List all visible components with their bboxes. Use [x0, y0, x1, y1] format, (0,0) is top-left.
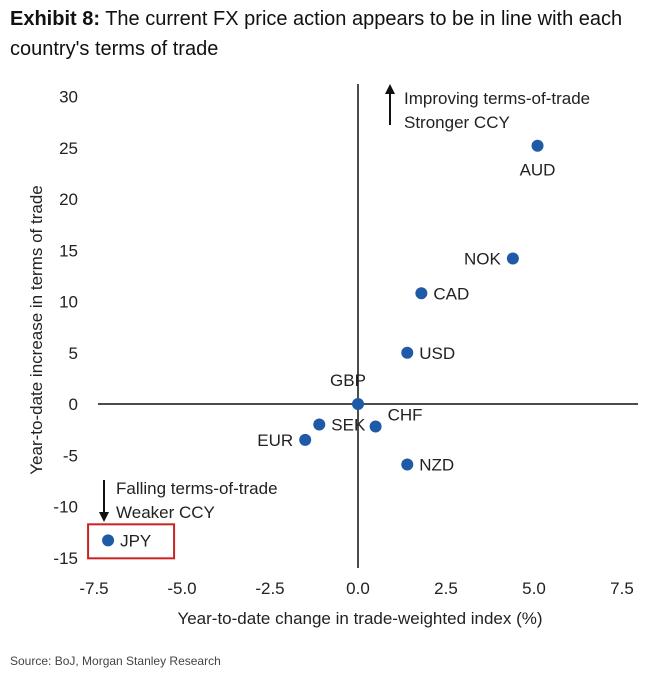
data-point-jpy	[102, 534, 115, 547]
x-tick-label: -2.5	[255, 579, 284, 598]
data-point-nok	[506, 252, 519, 265]
x-axis-label: Year-to-date change in trade-weighted in…	[177, 609, 542, 628]
point-label-aud: AUD	[520, 161, 556, 180]
point-label-cad: CAD	[433, 284, 469, 303]
falling-line-2: Weaker CCY	[116, 503, 215, 522]
y-tick-labels: 30 25 20 15 10 5 0 -5 -10 -15	[53, 88, 78, 568]
y-tick-label: 5	[69, 344, 78, 363]
data-point-eur	[299, 433, 312, 446]
improving-annotation: Improving terms-of-trade Stronger CCY	[385, 84, 590, 132]
point-label-chf: CHF	[388, 406, 423, 425]
chart-title: Exhibit 8: The current FX price action a…	[10, 4, 650, 64]
exhibit-label: Exhibit 8:	[10, 8, 101, 30]
x-tick-label: -7.5	[79, 579, 108, 598]
data-point-sek	[313, 418, 326, 431]
y-tick-label: 15	[59, 241, 78, 260]
x-tick-label: 2.5	[434, 579, 458, 598]
point-label-nok: NOK	[464, 249, 502, 268]
improving-line-1: Improving terms-of-trade	[404, 89, 590, 108]
source-note: Source: BoJ, Morgan Stanley Research	[10, 654, 221, 668]
y-tick-label: -5	[63, 446, 78, 465]
falling-line-1: Falling terms-of-trade	[116, 479, 278, 498]
y-tick-label: -15	[53, 549, 78, 568]
scatter-chart: 30 25 20 15 10 5 0 -5 -10 -15 -7.5 -5.0 -2.5 0.0 2.5 5…	[27, 84, 638, 628]
exhibit-title-text: The current FX price action appears to b…	[10, 8, 623, 60]
point-label-usd: USD	[419, 344, 455, 363]
y-tick-label: 30	[59, 88, 78, 107]
y-tick-label: -10	[53, 498, 78, 517]
y-tick-label: 20	[59, 190, 78, 209]
data-points: AUD NOK CAD USD GBP CHF SEK EUR NZD JPY	[87, 139, 556, 560]
data-point-gbp	[352, 398, 364, 410]
up-arrowhead-icon	[385, 84, 395, 94]
x-tick-label: 0.0	[346, 579, 370, 598]
falling-annotation: Falling terms-of-trade Weaker CCY	[99, 479, 278, 522]
point-label-gbp: GBP	[330, 371, 366, 390]
point-label-sek: SEK	[331, 416, 366, 435]
data-point-chf	[369, 420, 382, 433]
improving-line-2: Stronger CCY	[404, 113, 510, 132]
x-tick-label: -5.0	[167, 579, 196, 598]
y-tick-label: 25	[59, 139, 78, 158]
data-point-aud	[531, 139, 544, 152]
data-point-nzd	[401, 458, 414, 471]
y-tick-label: 10	[59, 293, 78, 312]
highlight-box	[87, 523, 176, 560]
data-point-cad	[415, 287, 428, 300]
point-label-jpy: JPY	[120, 531, 151, 550]
point-label-nzd: NZD	[419, 455, 454, 474]
down-arrowhead-icon	[99, 512, 109, 522]
y-tick-label: 0	[69, 395, 78, 414]
y-axis-label: Year-to-date increase in terms of trade	[27, 185, 46, 474]
x-tick-labels: -7.5 -5.0 -2.5 0.0 2.5 5.0 7.5	[79, 579, 633, 598]
x-tick-label: 5.0	[522, 579, 546, 598]
data-point-usd	[401, 346, 414, 359]
x-tick-label: 7.5	[610, 579, 634, 598]
point-label-eur: EUR	[257, 431, 293, 450]
